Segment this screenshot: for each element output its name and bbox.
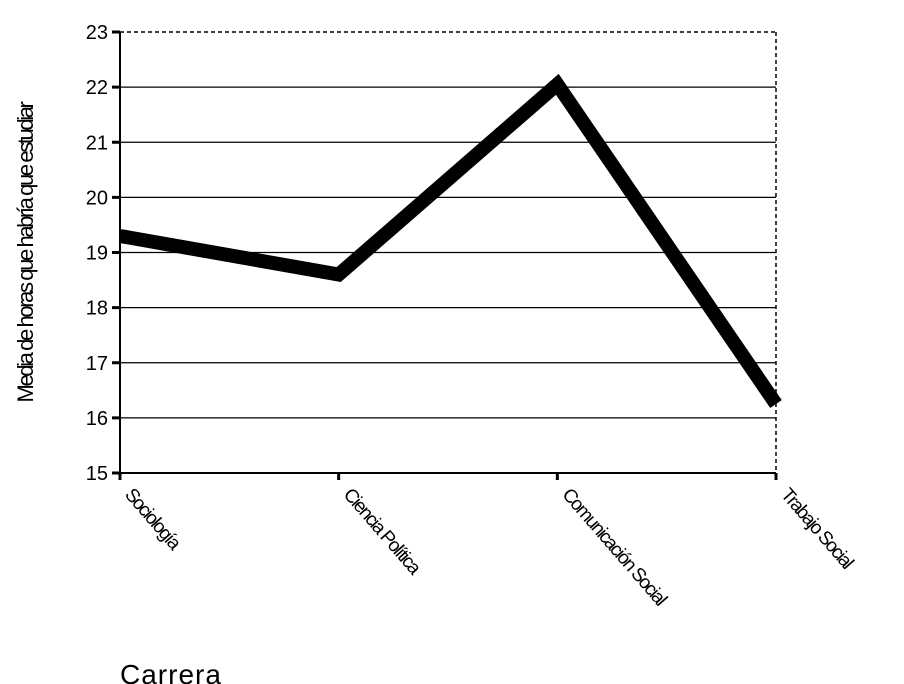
y-tick-label-16: 16 [86,408,108,430]
x-tick-label-0: Sociología [120,485,185,555]
series-line-0 [118,73,782,409]
y-tick-label-20: 20 [86,187,108,209]
y-tick-label-23: 23 [86,22,108,44]
x-tick-label-2: Comunicación Social [558,485,671,610]
y-tick-label-21: 21 [86,132,108,154]
y-tick-label-15: 15 [86,463,108,485]
y-tick-label-22: 22 [86,77,108,99]
y-tick-label-17: 17 [86,353,108,375]
x-axis-title: Carrera [120,659,222,684]
y-axis-title: Media de horas que habría que estudiar [13,101,38,402]
x-tick-label-1: Ciencia Política [339,485,425,580]
y-tick-label-18: 18 [86,298,108,320]
x-tick-label-3: Trabajo Social [776,485,857,573]
x-axis: Sociología Ciencia Política Comunicación S… [118,473,857,610]
y-tick-label-19: 19 [86,243,108,265]
y-axis: 15 16 17 18 19 20 21 22 23 [86,22,120,485]
series-layer [118,73,782,409]
